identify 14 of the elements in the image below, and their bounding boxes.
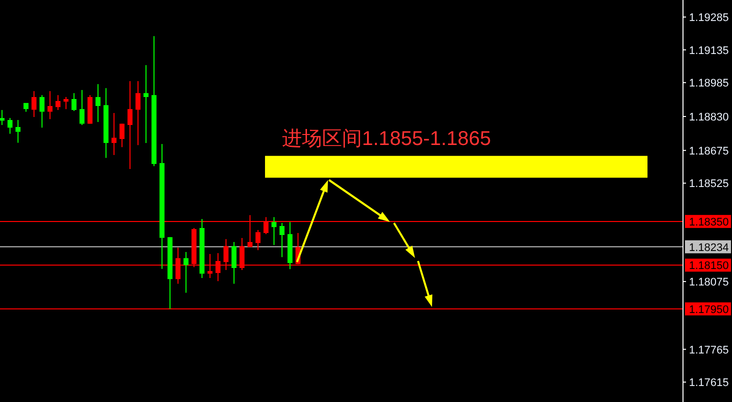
ref-line-label: 1.18150 — [689, 260, 729, 272]
y-tick-label: 1.17765 — [689, 344, 729, 356]
y-tick-label: 1.19135 — [689, 44, 729, 57]
ref-line-label: 1.18234 — [689, 242, 729, 254]
y-tick-label: 1.18525 — [689, 178, 729, 190]
annotation: 进场区间1.1855-1.1865 — [282, 128, 492, 150]
y-tick-label: 1.19285 — [689, 12, 729, 24]
y-tick-label: 1.17615 — [689, 377, 729, 390]
y-tick-label: 1.18985 — [689, 78, 729, 90]
y-tick-label: 1.18830 — [689, 112, 729, 124]
ref-line-label: 1.18350 — [689, 216, 729, 228]
y-tick-label: 1.18675 — [689, 145, 729, 158]
y-tick-label: 1.18075 — [689, 276, 729, 289]
ref-line-label: 1.17950 — [689, 304, 729, 316]
